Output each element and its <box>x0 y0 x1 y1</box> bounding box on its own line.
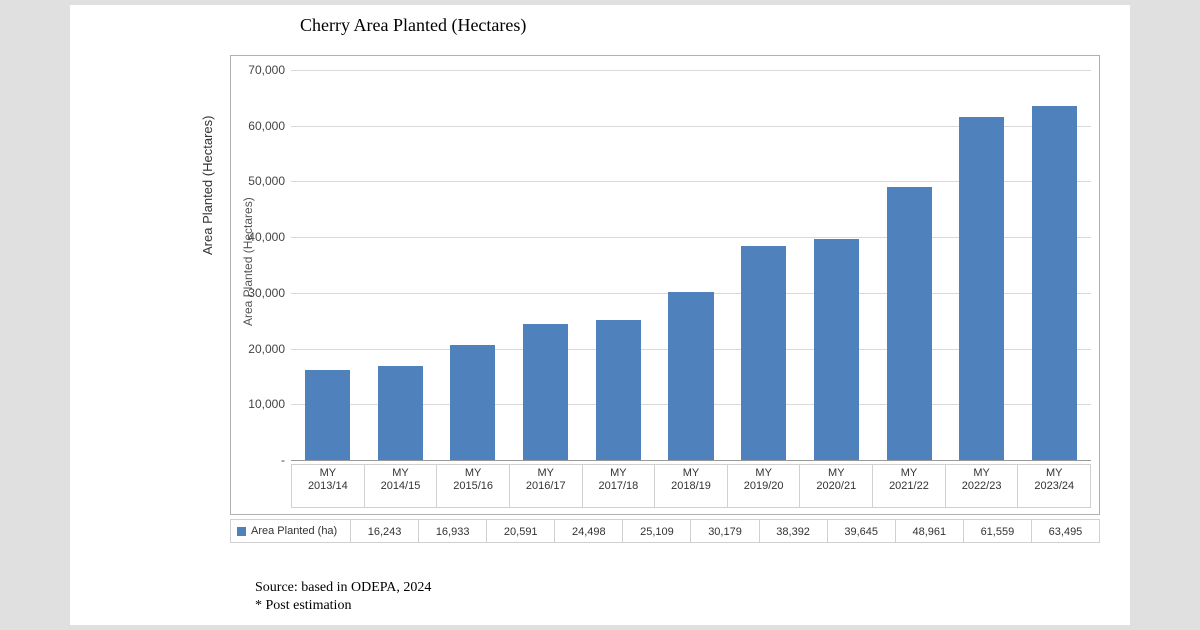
bar <box>887 187 932 460</box>
y-tick-label: 70,000 <box>248 63 285 77</box>
data-cell: 16,243 <box>351 520 418 542</box>
data-cell: 63,495 <box>1031 520 1099 542</box>
bar <box>523 324 568 460</box>
gridline <box>291 70 1091 71</box>
x-category-label: MY2017/18 <box>582 464 655 508</box>
x-category-label: MY2014/15 <box>364 464 437 508</box>
series-legend: Area Planted (ha) <box>231 520 351 542</box>
bar <box>378 366 423 460</box>
footnotes: Source: based in ODEPA, 2024 * Post esti… <box>255 579 431 615</box>
bar <box>741 246 786 460</box>
footnote-source: Source: based in ODEPA, 2024 <box>255 579 431 597</box>
y-tick-label: 10,000 <box>248 397 285 411</box>
x-category-label: MY2022/23 <box>945 464 1018 508</box>
series-label: Area Planted (ha) <box>251 525 337 537</box>
x-category-label: MY2015/16 <box>436 464 509 508</box>
bar <box>668 292 713 460</box>
bar <box>305 370 350 460</box>
data-cell: 20,591 <box>486 520 554 542</box>
x-category-label: MY2019/20 <box>727 464 800 508</box>
data-table-wrapper: Area Planted (ha) 16,24316,93320,59124,4… <box>230 519 1100 543</box>
bar <box>814 239 859 460</box>
data-cell: 30,179 <box>690 520 758 542</box>
y-tick-label: 50,000 <box>248 174 285 188</box>
data-cell: 61,559 <box>963 520 1031 542</box>
chart-container: Area Planted (Hectares) -10,00020,00030,… <box>230 55 1100 515</box>
data-cell: 16,933 <box>418 520 486 542</box>
y-tick-label: 60,000 <box>248 119 285 133</box>
x-category-label: MY2018/19 <box>654 464 727 508</box>
data-cell: 25,109 <box>622 520 690 542</box>
x-category-label: MY2020/21 <box>799 464 872 508</box>
y-axis-label-outer: Area Planted (Hectares) <box>200 116 215 255</box>
bar <box>450 345 495 460</box>
chart-title: Cherry Area Planted (Hectares) <box>300 15 526 36</box>
bar <box>959 117 1004 460</box>
y-tick-label: 40,000 <box>248 230 285 244</box>
data-cells: 16,24316,93320,59124,49825,10930,17938,3… <box>351 520 1099 542</box>
y-tick-label: 20,000 <box>248 342 285 356</box>
x-category-label: MY2021/22 <box>872 464 945 508</box>
data-cell: 38,392 <box>759 520 827 542</box>
data-cell: 39,645 <box>827 520 895 542</box>
data-cell: 48,961 <box>895 520 963 542</box>
data-row: Area Planted (ha) 16,24316,93320,59124,4… <box>230 519 1100 543</box>
y-axis-label-inner: Area Planted (Hectares) <box>241 197 255 326</box>
x-axis-labels: MY2013/14MY2014/15MY2015/16MY2016/17MY20… <box>291 464 1091 508</box>
footnote-estimation: * Post estimation <box>255 597 431 615</box>
bar <box>596 320 641 460</box>
chart-canvas: Cherry Area Planted (Hectares) Area Plan… <box>70 5 1130 625</box>
plot-area: -10,00020,00030,00040,00050,00060,00070,… <box>291 70 1091 460</box>
x-category-label: MY2013/14 <box>291 464 364 508</box>
x-category-label: MY2023/24 <box>1017 464 1091 508</box>
y-tick-label: - <box>281 453 285 467</box>
bar <box>1032 106 1077 460</box>
x-category-label: MY2016/17 <box>509 464 582 508</box>
y-tick-label: 30,000 <box>248 286 285 300</box>
data-cell: 24,498 <box>554 520 622 542</box>
legend-color-square <box>237 527 246 536</box>
gridline <box>291 460 1091 461</box>
